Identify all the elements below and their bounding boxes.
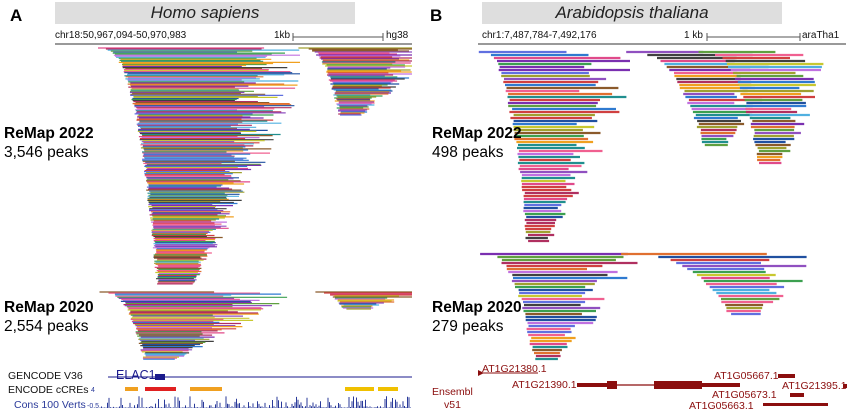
panel-a-genome: hg38: [386, 30, 409, 41]
ccre-element: [145, 387, 176, 391]
panel-a-remap2020-label: ReMap 2020 2,554 peaks: [4, 298, 94, 336]
transcript-exon: [577, 383, 607, 387]
panel-a-remap2020-stack-right: [315, 291, 412, 310]
transcript-arrow: [478, 370, 484, 376]
panel-a-scale-label: 1kb: [274, 30, 291, 41]
panel-b-remap2022-stack-left: [478, 50, 630, 243]
transcript-exon: [607, 381, 617, 389]
transcript-label-at1g05663: AT1G05663.1: [689, 400, 754, 412]
panel-a-species-title: Homo sapiens: [55, 2, 355, 24]
transcript-at1g05673: [790, 393, 804, 397]
transcript-label-at1g21390: AT1G21390.1: [512, 379, 577, 391]
transcript-at1g05667: [778, 374, 795, 378]
panel-b-letter: B: [430, 6, 443, 25]
ccre-track-label: ENCODE cCREs: [8, 384, 89, 396]
ccre-element: [378, 387, 398, 391]
gencode-track-label: GENCODE V36: [8, 370, 83, 382]
transcript-exon: [702, 383, 740, 387]
panel-b-remap2022-peaks: 498 peaks: [432, 144, 504, 161]
panel-a-remap2022-peaks: 3,546 peaks: [4, 144, 89, 161]
transcript-exon: [654, 381, 702, 389]
panel-a-remap2020-title: ReMap 2020: [4, 299, 94, 316]
panel-b-scale-label: 1 kb: [684, 30, 703, 41]
panel-a-remap2022-stack-right: [298, 47, 412, 116]
ensembl-source-line1: Ensembl: [432, 386, 473, 398]
panel-a-letter: A: [10, 6, 23, 25]
panel-a-remap2020-stack-main: [99, 291, 288, 360]
panel-b-remap2020-stack-left: [480, 252, 638, 361]
ccre-element: [190, 387, 222, 391]
transcript-at1g21395: [843, 384, 847, 388]
transcript-label-at1g21395: AT1G21395.1: [782, 380, 847, 392]
panel-b-remap2022-label: ReMap 2022 498 peaks: [432, 124, 522, 162]
panel-b-remap2022-title: ReMap 2022: [432, 125, 522, 142]
panel-b-remap2020-stack-right: [621, 252, 807, 316]
transcript-label-at1g05667: AT1G05667.1: [714, 370, 779, 382]
ccre-element: [125, 387, 138, 391]
ccre-element: [345, 387, 374, 391]
transcript-label-at1g21380: AT1G21380.1: [482, 363, 547, 375]
cons-track-min: -0.5: [87, 403, 100, 410]
elac1-exon: [155, 374, 165, 380]
panel-b-genome: araTha1: [802, 30, 840, 41]
cons-track-max: 4: [91, 387, 95, 394]
panel-b-remap2020-label: ReMap 2020 279 peaks: [432, 298, 522, 336]
panel-a-remap2022-stack-main: [98, 47, 300, 285]
transcript-label-at1g05673: AT1G05673.1: [712, 389, 777, 401]
panel-b-remap2020-peaks: 279 peaks: [432, 318, 504, 335]
panel-b-species-title: Arabidopsis thaliana: [482, 2, 782, 24]
panel-b-remap2022-stack-right: [698, 50, 824, 165]
panel-a-coordinates: chr18:50,967,094-50,970,983: [55, 30, 187, 41]
transcript-at1g05663: [763, 403, 828, 406]
panel-a-remap2022-title: ReMap 2022: [4, 125, 94, 142]
panel-b-coordinates: chr1:7,487,784-7,492,176: [482, 30, 597, 41]
cons-track-label: Cons 100 Verts: [14, 399, 86, 411]
conservation-track: [99, 396, 411, 408]
panel-b-remap2020-title: ReMap 2020: [432, 299, 522, 316]
ensembl-source-line2: v51: [444, 399, 461, 411]
panel-a-remap2022-label: ReMap 2022 3,546 peaks: [4, 124, 94, 162]
panel-a-remap2020-peaks: 2,554 peaks: [4, 318, 89, 335]
elac1-gene-label: ELAC1: [116, 368, 156, 382]
